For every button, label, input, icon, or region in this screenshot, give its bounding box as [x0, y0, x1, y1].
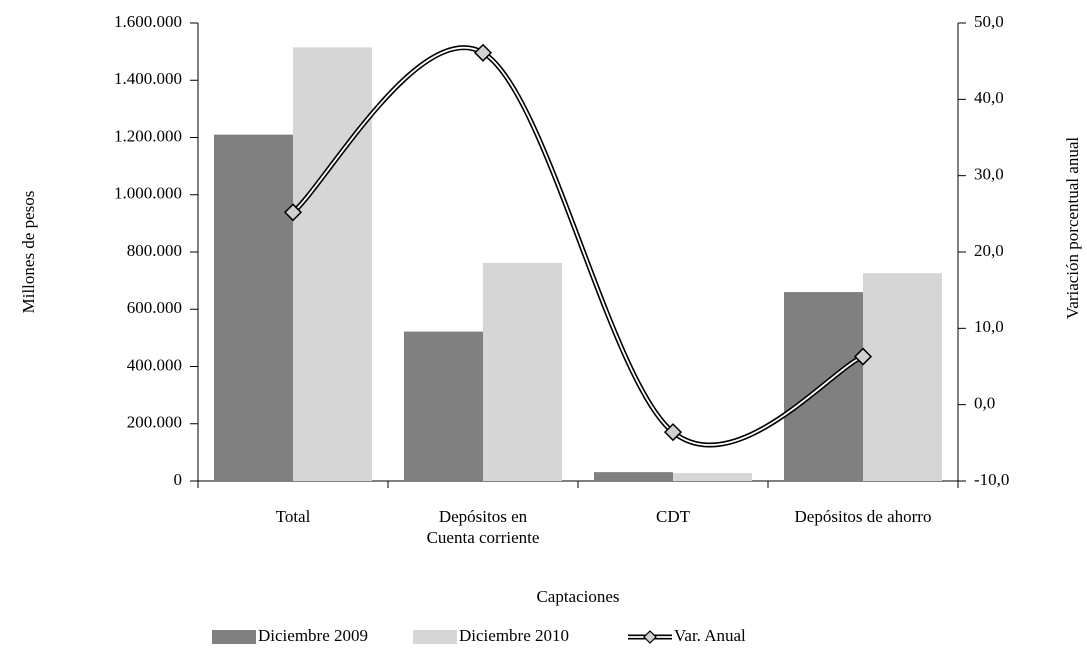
legend-label: Diciembre 2009 — [258, 626, 368, 645]
marker — [473, 43, 493, 62]
y2-tick-label: 0,0 — [974, 394, 995, 413]
marker — [663, 423, 683, 442]
line-inner — [292, 46, 864, 446]
y2-tick-label: -10,0 — [974, 470, 1009, 489]
y-tick-label: 1.200.000 — [114, 126, 182, 145]
legend-swatch — [413, 630, 457, 644]
y-tick-label: 400.000 — [127, 355, 182, 374]
y2-tick-label: 10,0 — [974, 317, 1004, 336]
legend-label: Diciembre 2010 — [459, 626, 569, 645]
y-tick-label: 1.600.000 — [114, 12, 182, 31]
y-axis-title: Millones de pesos — [19, 191, 38, 314]
y-tick-label: 0 — [174, 470, 183, 489]
x-axis-title: Captaciones — [536, 587, 619, 606]
y2-tick-label: 40,0 — [974, 88, 1004, 107]
y-tick-label: 200.000 — [127, 413, 182, 432]
y2-axis-title: Variación porcentual anual — [1063, 137, 1082, 319]
y-tick-label: 600.000 — [127, 298, 182, 317]
x-tick-label: Depósitos en Cuenta corriente — [426, 507, 540, 547]
marker — [283, 203, 303, 222]
x-tick-label: CDT — [656, 507, 690, 526]
x-tick-label: Total — [275, 507, 311, 526]
y2-tick-label: 20,0 — [974, 241, 1004, 260]
y-tick-label: 1.400.000 — [114, 69, 182, 88]
bar — [863, 273, 942, 481]
x-tick-label: Depósitos de ahorro — [794, 507, 932, 526]
legend-label: Var. Anual — [674, 626, 746, 645]
y2-tick-label: 50,0 — [974, 12, 1004, 31]
bar — [483, 262, 562, 481]
bar — [293, 47, 372, 482]
legend-marker — [643, 630, 657, 644]
bar — [214, 134, 293, 481]
y-tick-label: 1.000.000 — [114, 184, 182, 203]
y2-tick-label: 30,0 — [974, 165, 1004, 184]
bar — [673, 472, 752, 481]
y-tick-label: 800.000 — [127, 241, 182, 260]
bar — [404, 331, 483, 481]
bar — [594, 472, 673, 481]
legend-swatch — [212, 630, 256, 644]
marker — [853, 347, 873, 366]
